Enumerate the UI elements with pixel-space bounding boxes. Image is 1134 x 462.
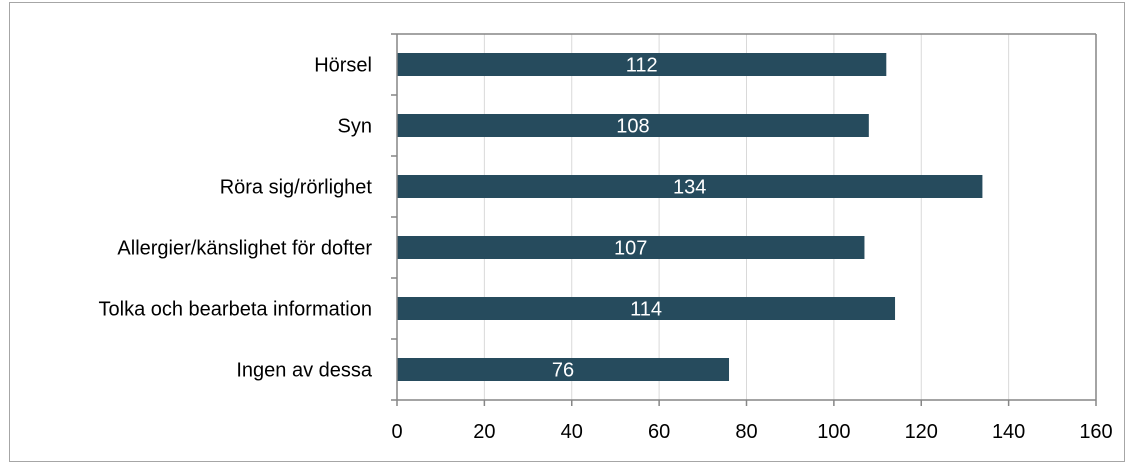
labels: 112 Hörsel 108 Syn 134 Röra sig/rörlighet 107 A… [99,55,1113,444]
x-tick-label-140: 140 [992,421,1025,443]
category-label-4: Tolka och bearbeta information [99,299,373,321]
x-tick-label-100: 100 [817,421,850,443]
x-tick-label-160: 160 [1079,421,1112,443]
x-tick-label-60: 60 [648,421,670,443]
bar-4 [397,297,896,320]
data-label-2: 134 [673,177,706,199]
x-tick-label-0: 0 [391,421,402,443]
category-label-5: Ingen av dessa [236,360,373,382]
category-label-2: Röra sig/rörlighet [220,177,373,199]
x-tick-label-120: 120 [905,421,938,443]
bars [397,53,983,381]
x-tick-label-40: 40 [561,421,583,443]
bar-0 [397,53,887,76]
bar-2 [397,175,983,198]
grid-lines [483,34,1097,400]
x-tick-label-80: 80 [735,421,757,443]
bar-1 [397,114,869,137]
category-label-3: Allergier/känslighet för dofter [117,238,372,260]
axes [391,33,1097,406]
data-label-4: 114 [630,299,662,321]
data-label-5: 76 [552,360,574,382]
data-label-3: 107 [614,238,647,260]
data-label-1: 108 [616,116,649,138]
category-label-1: Syn [338,116,372,138]
bar-5 [397,358,730,381]
category-label-0: Hörsel [314,55,372,77]
bar-3 [397,236,865,259]
data-label-0: 112 [626,55,658,77]
chart-frame [9,2,1125,462]
x-tick-label-20: 20 [473,421,495,443]
